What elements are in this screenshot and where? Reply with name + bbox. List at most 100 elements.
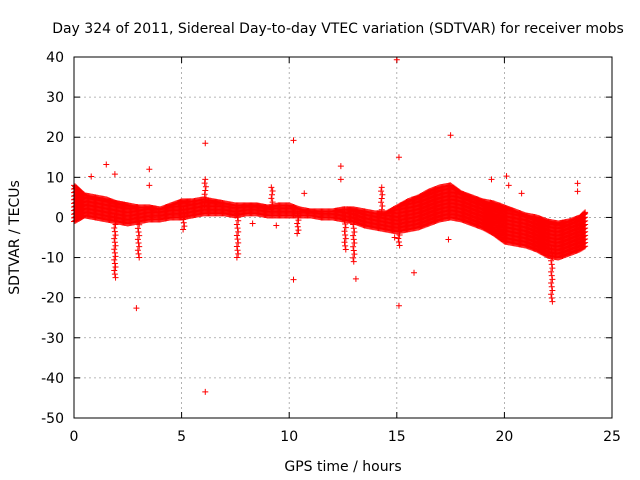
y-tick-label: 0 bbox=[55, 210, 64, 226]
spike-point bbox=[548, 272, 555, 279]
spike-point bbox=[294, 223, 301, 230]
outlier-point bbox=[273, 222, 280, 229]
x-tick-label: 0 bbox=[70, 429, 79, 445]
spike-point bbox=[202, 198, 209, 205]
spike-point bbox=[233, 232, 240, 239]
spike-point bbox=[342, 210, 349, 217]
outlier-point bbox=[393, 56, 400, 63]
spike-point bbox=[112, 232, 119, 239]
spike-point bbox=[268, 191, 275, 198]
axis-ticks: -50 -40 -30 -20 -10 0 10 20 30 40 0 5 10 15 20 25 bbox=[41, 50, 621, 445]
spike-point bbox=[548, 291, 555, 298]
spike-point bbox=[136, 232, 143, 239]
spike-point bbox=[549, 298, 556, 305]
spike-point bbox=[180, 206, 187, 213]
outlier-point bbox=[395, 302, 402, 309]
spike-point bbox=[111, 239, 118, 246]
spike-point bbox=[202, 176, 209, 183]
y-tick-label: -50 bbox=[41, 411, 64, 427]
spike-point bbox=[294, 213, 301, 220]
outlier-point bbox=[202, 388, 209, 395]
spike-point bbox=[202, 183, 209, 190]
y-tick-label: -40 bbox=[41, 371, 64, 387]
spike-point bbox=[350, 210, 357, 217]
spike-point bbox=[180, 219, 187, 226]
outlier-point bbox=[445, 236, 452, 243]
spike-point bbox=[134, 225, 141, 232]
spike-point bbox=[269, 188, 276, 195]
x-axis-label: GPS time / hours bbox=[284, 459, 401, 475]
spike-point bbox=[548, 250, 555, 257]
spike-point bbox=[136, 254, 143, 261]
spike-point bbox=[135, 229, 142, 236]
spike-point bbox=[111, 267, 118, 274]
spike-point bbox=[295, 217, 302, 224]
spike-point bbox=[235, 239, 242, 246]
spike-point bbox=[268, 206, 275, 213]
outlier-point bbox=[290, 276, 297, 283]
spike-point bbox=[111, 228, 118, 235]
spike-point bbox=[395, 214, 402, 221]
y-tick-label: -20 bbox=[41, 291, 64, 307]
spike-point bbox=[234, 247, 241, 254]
x-tick-label: 10 bbox=[280, 429, 298, 445]
spike-point bbox=[268, 195, 275, 202]
spike-point bbox=[295, 227, 302, 234]
outlier-point bbox=[202, 140, 209, 147]
x-tick-label: 20 bbox=[495, 429, 513, 445]
spike-point bbox=[549, 287, 556, 294]
spike-point bbox=[548, 268, 555, 275]
spike-point bbox=[136, 243, 143, 250]
outlier-point bbox=[111, 171, 118, 178]
spike-point bbox=[341, 217, 348, 224]
spike-point bbox=[112, 253, 119, 260]
spike-point bbox=[342, 242, 349, 249]
spike-point bbox=[395, 217, 402, 224]
spike-point bbox=[379, 191, 386, 198]
spike-point bbox=[234, 225, 241, 232]
x-tick-label: 15 bbox=[388, 429, 406, 445]
spike-point bbox=[268, 202, 275, 209]
spike-point bbox=[181, 223, 188, 230]
y-axis-label: SDTVAR / TECUs bbox=[7, 180, 23, 295]
x-tick-label: 5 bbox=[177, 429, 186, 445]
spike-point bbox=[136, 221, 143, 228]
y-tick-label: -10 bbox=[41, 251, 64, 267]
spike-point bbox=[111, 246, 118, 253]
spike-point bbox=[112, 274, 119, 281]
outlier-point bbox=[488, 176, 495, 183]
spike-point bbox=[112, 221, 119, 228]
spike-point bbox=[548, 261, 555, 268]
outlier-point bbox=[337, 176, 344, 183]
spike-point bbox=[341, 228, 348, 235]
spike-point bbox=[233, 210, 240, 217]
spike-point bbox=[112, 242, 119, 249]
data-points bbox=[71, 56, 589, 395]
spike-point bbox=[134, 214, 141, 221]
spike-point bbox=[549, 265, 556, 272]
spike-point bbox=[350, 225, 357, 232]
spike-point bbox=[350, 236, 357, 243]
spike-point bbox=[294, 230, 301, 237]
spike-point bbox=[548, 280, 555, 287]
spike-point bbox=[111, 249, 118, 256]
outlier-point bbox=[574, 180, 581, 187]
outlier-point bbox=[574, 188, 581, 195]
spike-point bbox=[233, 221, 240, 228]
spike-point bbox=[269, 199, 276, 206]
spike-point bbox=[351, 217, 358, 224]
spike-point bbox=[134, 236, 141, 243]
spike-point bbox=[111, 235, 118, 242]
spike-point bbox=[233, 254, 240, 261]
spike-point bbox=[134, 247, 141, 254]
outlier-point bbox=[447, 132, 454, 139]
spike-point bbox=[201, 202, 208, 209]
spike-point bbox=[395, 235, 402, 242]
spike-point bbox=[135, 239, 142, 246]
spike-point bbox=[181, 213, 188, 220]
spike-point bbox=[235, 217, 242, 224]
spike-point bbox=[268, 184, 275, 191]
spike-point bbox=[234, 236, 241, 243]
spike-point bbox=[350, 258, 357, 265]
